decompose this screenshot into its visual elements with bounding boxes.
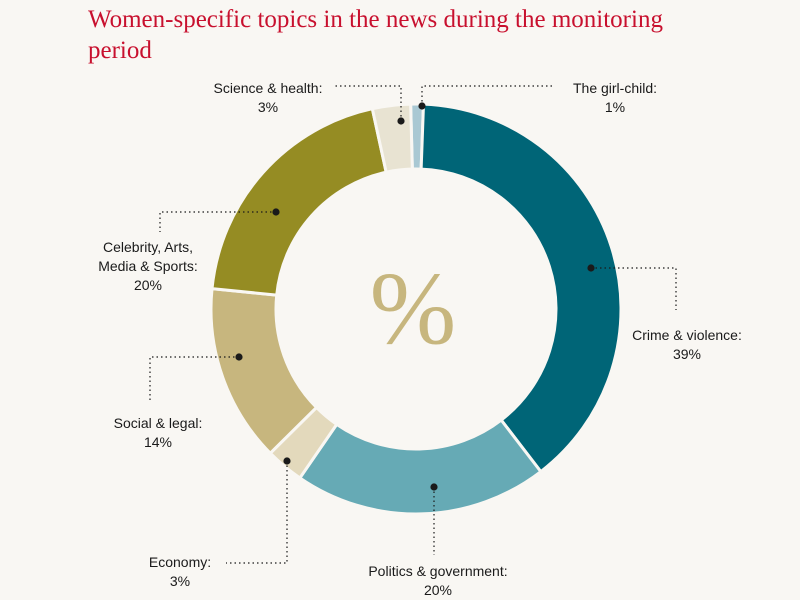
slice-crime-violence [419, 102, 623, 474]
leader-line-crime-violence [591, 267, 677, 310]
label-social-legal: Social & legal: 14% [113, 415, 203, 450]
leader-dot-celebrity-arts-media-sports [272, 208, 280, 216]
label-politics-government: Politics & government: 20% [368, 563, 508, 598]
leader-dot-social-legal [235, 353, 243, 361]
leader-dot-girl-child [418, 102, 426, 110]
leader-dot-economy [283, 457, 291, 465]
label-celebrity-arts-media-sports: Celebrity, Arts, Media & Sports: 20% [98, 239, 198, 293]
center-percent-symbol: % [370, 251, 457, 366]
slice-politics-government [297, 417, 543, 516]
leader-line-economy [226, 461, 288, 564]
leader-line-girl-child [421, 85, 554, 106]
leader-dot-science-health [397, 117, 405, 125]
slice-celebrity-arts-media-sports [210, 106, 388, 297]
label-science-health: Science & health: 3% [213, 80, 323, 115]
label-economy: Economy: 3% [148, 554, 212, 589]
chart-title: Women-specific topics in the news during… [88, 6, 663, 64]
label-girl-child: The girl-child: 1% [572, 80, 658, 115]
label-crime-violence: Crime & violence: 39% [632, 327, 742, 362]
leader-dot-crime-violence [587, 264, 595, 272]
leader-dot-politics-government [430, 483, 438, 491]
